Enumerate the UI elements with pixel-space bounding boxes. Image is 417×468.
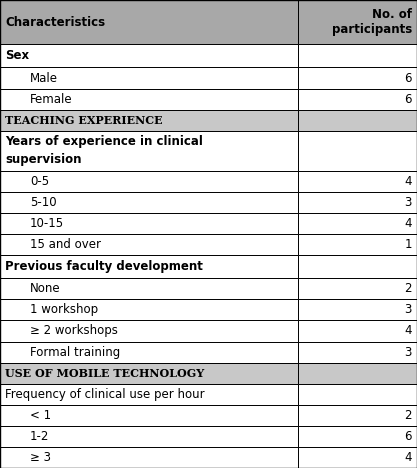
Text: 4: 4 [404, 324, 412, 337]
Bar [0, 67, 298, 88]
Text: None: None [30, 282, 60, 295]
Text: 3: 3 [404, 345, 412, 358]
Bar [0, 234, 298, 255]
Text: 1-2: 1-2 [30, 430, 49, 443]
Bar [298, 342, 417, 363]
Text: TEACHING EXPERIENCE: TEACHING EXPERIENCE [5, 115, 163, 126]
Bar [298, 234, 417, 255]
Text: 0-5: 0-5 [30, 175, 49, 188]
Text: 4: 4 [404, 175, 412, 188]
Bar [0, 213, 298, 234]
Bar [298, 88, 417, 110]
Bar [298, 426, 417, 447]
Bar [0, 405, 298, 426]
Text: Formal training: Formal training [30, 345, 120, 358]
Text: 2: 2 [404, 409, 412, 422]
Text: ≥ 2 workshops: ≥ 2 workshops [30, 324, 118, 337]
Bar [0, 363, 298, 384]
Bar [0, 131, 298, 171]
Bar [0, 171, 298, 192]
Bar [298, 255, 417, 278]
Bar [0, 300, 298, 321]
Bar [0, 321, 298, 342]
Text: Female: Female [30, 93, 73, 106]
Bar [298, 321, 417, 342]
Bar [298, 278, 417, 300]
Bar [0, 110, 298, 131]
Bar [298, 384, 417, 405]
Bar [298, 300, 417, 321]
Bar [298, 131, 417, 171]
Text: 1 workshop: 1 workshop [30, 303, 98, 316]
Bar [0, 0, 298, 44]
Bar [0, 278, 298, 300]
Bar [0, 44, 298, 67]
Text: Years of experience in clinical: Years of experience in clinical [5, 135, 203, 148]
Text: 15 and over: 15 and over [30, 238, 101, 251]
Text: < 1: < 1 [30, 409, 51, 422]
Bar [0, 447, 298, 468]
Bar [298, 405, 417, 426]
Bar [298, 44, 417, 67]
Text: 10-15: 10-15 [30, 217, 64, 230]
Bar [0, 255, 298, 278]
Bar [0, 426, 298, 447]
Text: 6: 6 [404, 430, 412, 443]
Text: 2: 2 [404, 282, 412, 295]
Bar [298, 110, 417, 131]
Text: No. of
participants: No. of participants [332, 8, 412, 36]
Bar [298, 363, 417, 384]
Text: supervision: supervision [5, 153, 81, 166]
Text: Characteristics: Characteristics [5, 15, 105, 29]
Bar [0, 88, 298, 110]
Text: 4: 4 [404, 217, 412, 230]
Text: Previous faculty development: Previous faculty development [5, 260, 203, 273]
Bar [298, 192, 417, 213]
Bar [0, 384, 298, 405]
Text: ≥ 3: ≥ 3 [30, 451, 51, 464]
Text: Sex: Sex [5, 49, 29, 62]
Bar [298, 171, 417, 192]
Bar [298, 447, 417, 468]
Text: 4: 4 [404, 451, 412, 464]
Bar [0, 192, 298, 213]
Text: USE OF MOBILE TECHNOLOGY: USE OF MOBILE TECHNOLOGY [5, 368, 204, 379]
Text: 1: 1 [404, 238, 412, 251]
Bar [298, 213, 417, 234]
Text: Male: Male [30, 72, 58, 85]
Bar [0, 342, 298, 363]
Bar [298, 67, 417, 88]
Text: 6: 6 [404, 93, 412, 106]
Bar [298, 0, 417, 44]
Text: 5-10: 5-10 [30, 196, 57, 209]
Text: 3: 3 [404, 303, 412, 316]
Text: 3: 3 [404, 196, 412, 209]
Text: 6: 6 [404, 72, 412, 85]
Text: Frequency of clinical use per hour: Frequency of clinical use per hour [5, 388, 205, 401]
